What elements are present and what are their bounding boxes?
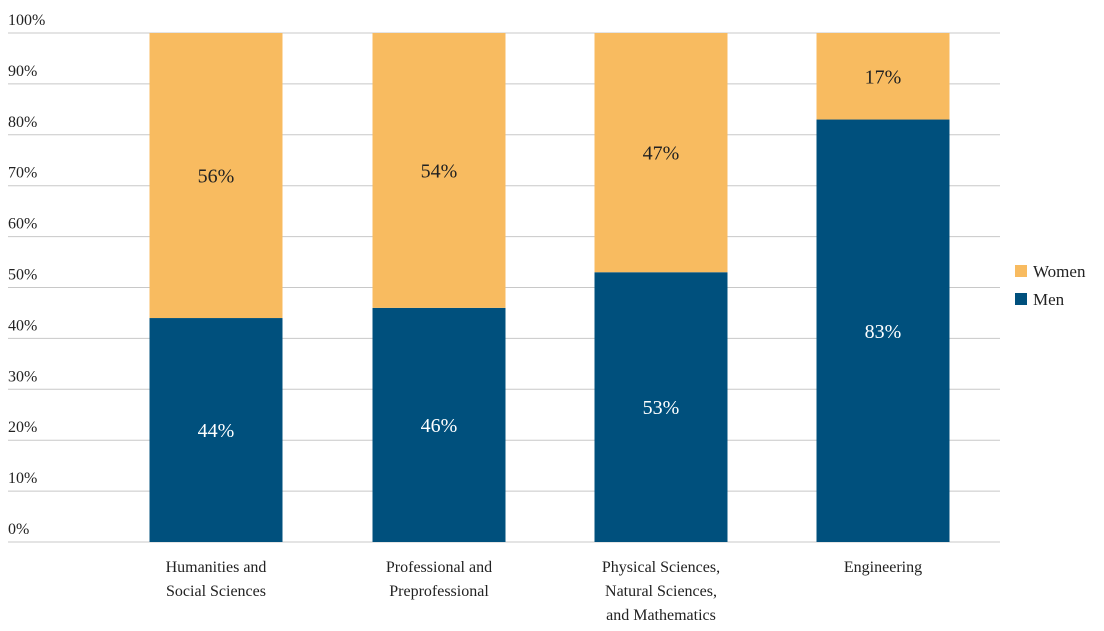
bar-segment-men [149,318,283,542]
bar-segment-women [594,33,728,273]
x-category-label: and Mathematics [606,607,716,624]
data-label: 46% [421,415,458,437]
data-labels: 44% 56% 46% 54% 53% 47% 83% 17% [198,66,902,442]
data-label: 44% [198,420,235,442]
y-tick-label: 20% [8,419,37,436]
y-axis-ticks: 0% 10% 20% 30% 40% 50% 60% 70% 80% 90% 100% [8,12,45,538]
data-label: 83% [865,321,902,343]
y-tick-label: 50% [8,267,37,284]
bar-segment-men [372,307,506,542]
legend: Women Men [1015,262,1086,309]
x-category-label: Professional and [386,559,492,576]
y-tick-label: 70% [8,165,37,182]
y-tick-label: 10% [8,470,37,487]
y-tick-label: 100% [8,12,45,29]
bar-segment-women [149,33,283,319]
data-label: 17% [865,66,902,88]
x-category-label: Humanities and [166,559,267,576]
bars [149,33,950,542]
legend-swatch-women [1015,265,1027,277]
bar-segment-women [372,33,506,308]
x-category-label: Engineering [844,559,922,576]
y-tick-label: 30% [8,368,37,385]
bar-segment-men [816,119,950,542]
x-category-label: Social Sciences [166,583,266,600]
data-label: 56% [198,166,235,188]
legend-label-men: Men [1033,290,1065,309]
y-tick-label: 60% [8,216,37,233]
data-label: 47% [643,143,680,165]
x-category-label: Preprofessional [389,583,489,600]
x-axis-labels: Humanities and Social Sciences Professiona… [166,559,923,624]
legend-swatch-men [1015,293,1027,305]
data-label: 53% [643,397,680,419]
y-tick-label: 0% [8,521,29,538]
legend-label-women: Women [1033,262,1086,281]
y-tick-label: 40% [8,317,37,334]
data-label: 54% [421,160,458,182]
bar-segment-women [816,33,950,120]
y-tick-label: 80% [8,114,37,131]
y-tick-label: 90% [8,63,37,80]
x-category-label: Physical Sciences, [602,559,720,576]
bar-segment-men [594,272,728,542]
x-category-label: Natural Sciences, [605,583,717,600]
